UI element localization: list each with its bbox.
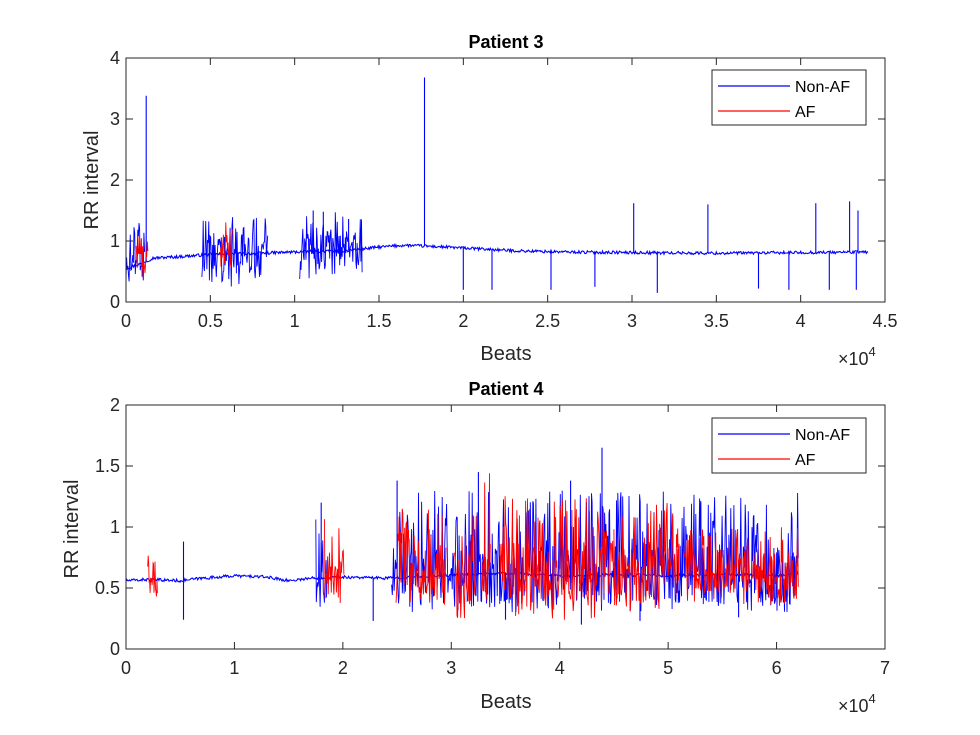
legend: Non-AF AF [711, 417, 867, 474]
legend-box [711, 69, 867, 126]
legend: Non-AF AF [711, 69, 867, 126]
x-tick-label: 1 [290, 311, 300, 331]
y-tick-label: 2 [110, 395, 120, 415]
x-tick-label: 2 [458, 311, 468, 331]
y-tick-label: 1 [110, 517, 120, 537]
x-exponent-power: 4 [869, 691, 876, 706]
y-axis-label: RR interval [61, 480, 83, 579]
legend-label-non-af: Non-AF [795, 79, 850, 96]
x-axis: 0 0.5 1 1.5 2 2.5 3 3.5 4 4.5 [121, 58, 898, 331]
y-axis-label: RR interval [81, 131, 103, 230]
y-tick-label: 0.5 [95, 578, 120, 598]
plot-area [126, 77, 869, 293]
legend-label-af: AF [795, 104, 816, 121]
x-exponent-power: 4 [869, 344, 876, 359]
x-axis: 0 1 2 3 4 5 6 7 [121, 405, 890, 678]
legend-label-non-af: Non-AF [795, 427, 850, 444]
x-exponent-base: ×10 [838, 349, 869, 369]
series-segment [481, 473, 491, 601]
series-segment [499, 496, 539, 617]
series-af [135, 222, 233, 277]
x-axis-exponent: ×104 [838, 344, 876, 369]
x-tick-label: 7 [880, 658, 890, 678]
x-tick-label: 4 [555, 658, 565, 678]
series-non-af [126, 77, 869, 293]
series-segment [752, 527, 799, 606]
x-tick-label: 5 [663, 658, 673, 678]
x-tick-label: 0 [121, 311, 131, 331]
chart-title: Patient 4 [468, 379, 543, 399]
series-segment [147, 555, 158, 597]
chart-panel-patient-3: Patient 3 0 1 2 3 4 0 0.5 1 1.5 2 2.5 3 3.5 4 4.5 Bea… [81, 32, 898, 369]
series-segment [323, 519, 345, 604]
x-exponent-base: ×10 [838, 696, 869, 716]
y-tick-label: 1.5 [95, 456, 120, 476]
x-tick-label: 4.5 [872, 311, 897, 331]
y-tick-label: 4 [110, 48, 120, 68]
plot-area [126, 447, 799, 625]
x-tick-label: 2.5 [535, 311, 560, 331]
series-segment [537, 498, 615, 620]
x-tick-label: 3 [446, 658, 456, 678]
y-axis: 0 0.5 1 1.5 2 [95, 395, 885, 659]
x-tick-label: 2 [338, 658, 348, 678]
series-segment [683, 528, 750, 605]
x-axis-label: Beats [480, 691, 531, 713]
x-tick-label: 0.5 [198, 311, 223, 331]
x-tick-label: 4 [796, 311, 806, 331]
x-tick-label: 1 [229, 658, 239, 678]
y-tick-label: 0 [110, 639, 120, 659]
series-trace [126, 243, 869, 271]
y-tick-label: 1 [110, 231, 120, 251]
series-segment [135, 235, 149, 277]
y-tick-label: 3 [110, 109, 120, 129]
legend-box [711, 417, 867, 474]
x-tick-label: 1.5 [366, 311, 391, 331]
series-af [147, 473, 799, 620]
series-segment [299, 212, 363, 280]
y-tick-label: 2 [110, 170, 120, 190]
chart-title: Patient 3 [468, 32, 543, 52]
x-tick-label: 3 [627, 311, 637, 331]
series-segment [454, 514, 477, 619]
x-axis-label: Beats [480, 343, 531, 365]
x-axis-exponent: ×104 [838, 691, 876, 716]
series-segment [220, 222, 233, 268]
x-tick-label: 3.5 [704, 311, 729, 331]
series-segment [201, 217, 269, 287]
x-tick-label: 0 [121, 658, 131, 678]
series-segment [613, 502, 680, 612]
chart-panel-patient-4: Patient 4 0 0.5 1 1.5 2 0 1 2 3 4 5 6 7 Beats RR in… [61, 379, 890, 716]
legend-label-af: AF [795, 452, 816, 469]
x-tick-label: 6 [772, 658, 782, 678]
y-axis: 0 1 2 3 4 [110, 48, 885, 312]
series-segment [395, 508, 447, 605]
y-tick-label: 0 [110, 292, 120, 312]
